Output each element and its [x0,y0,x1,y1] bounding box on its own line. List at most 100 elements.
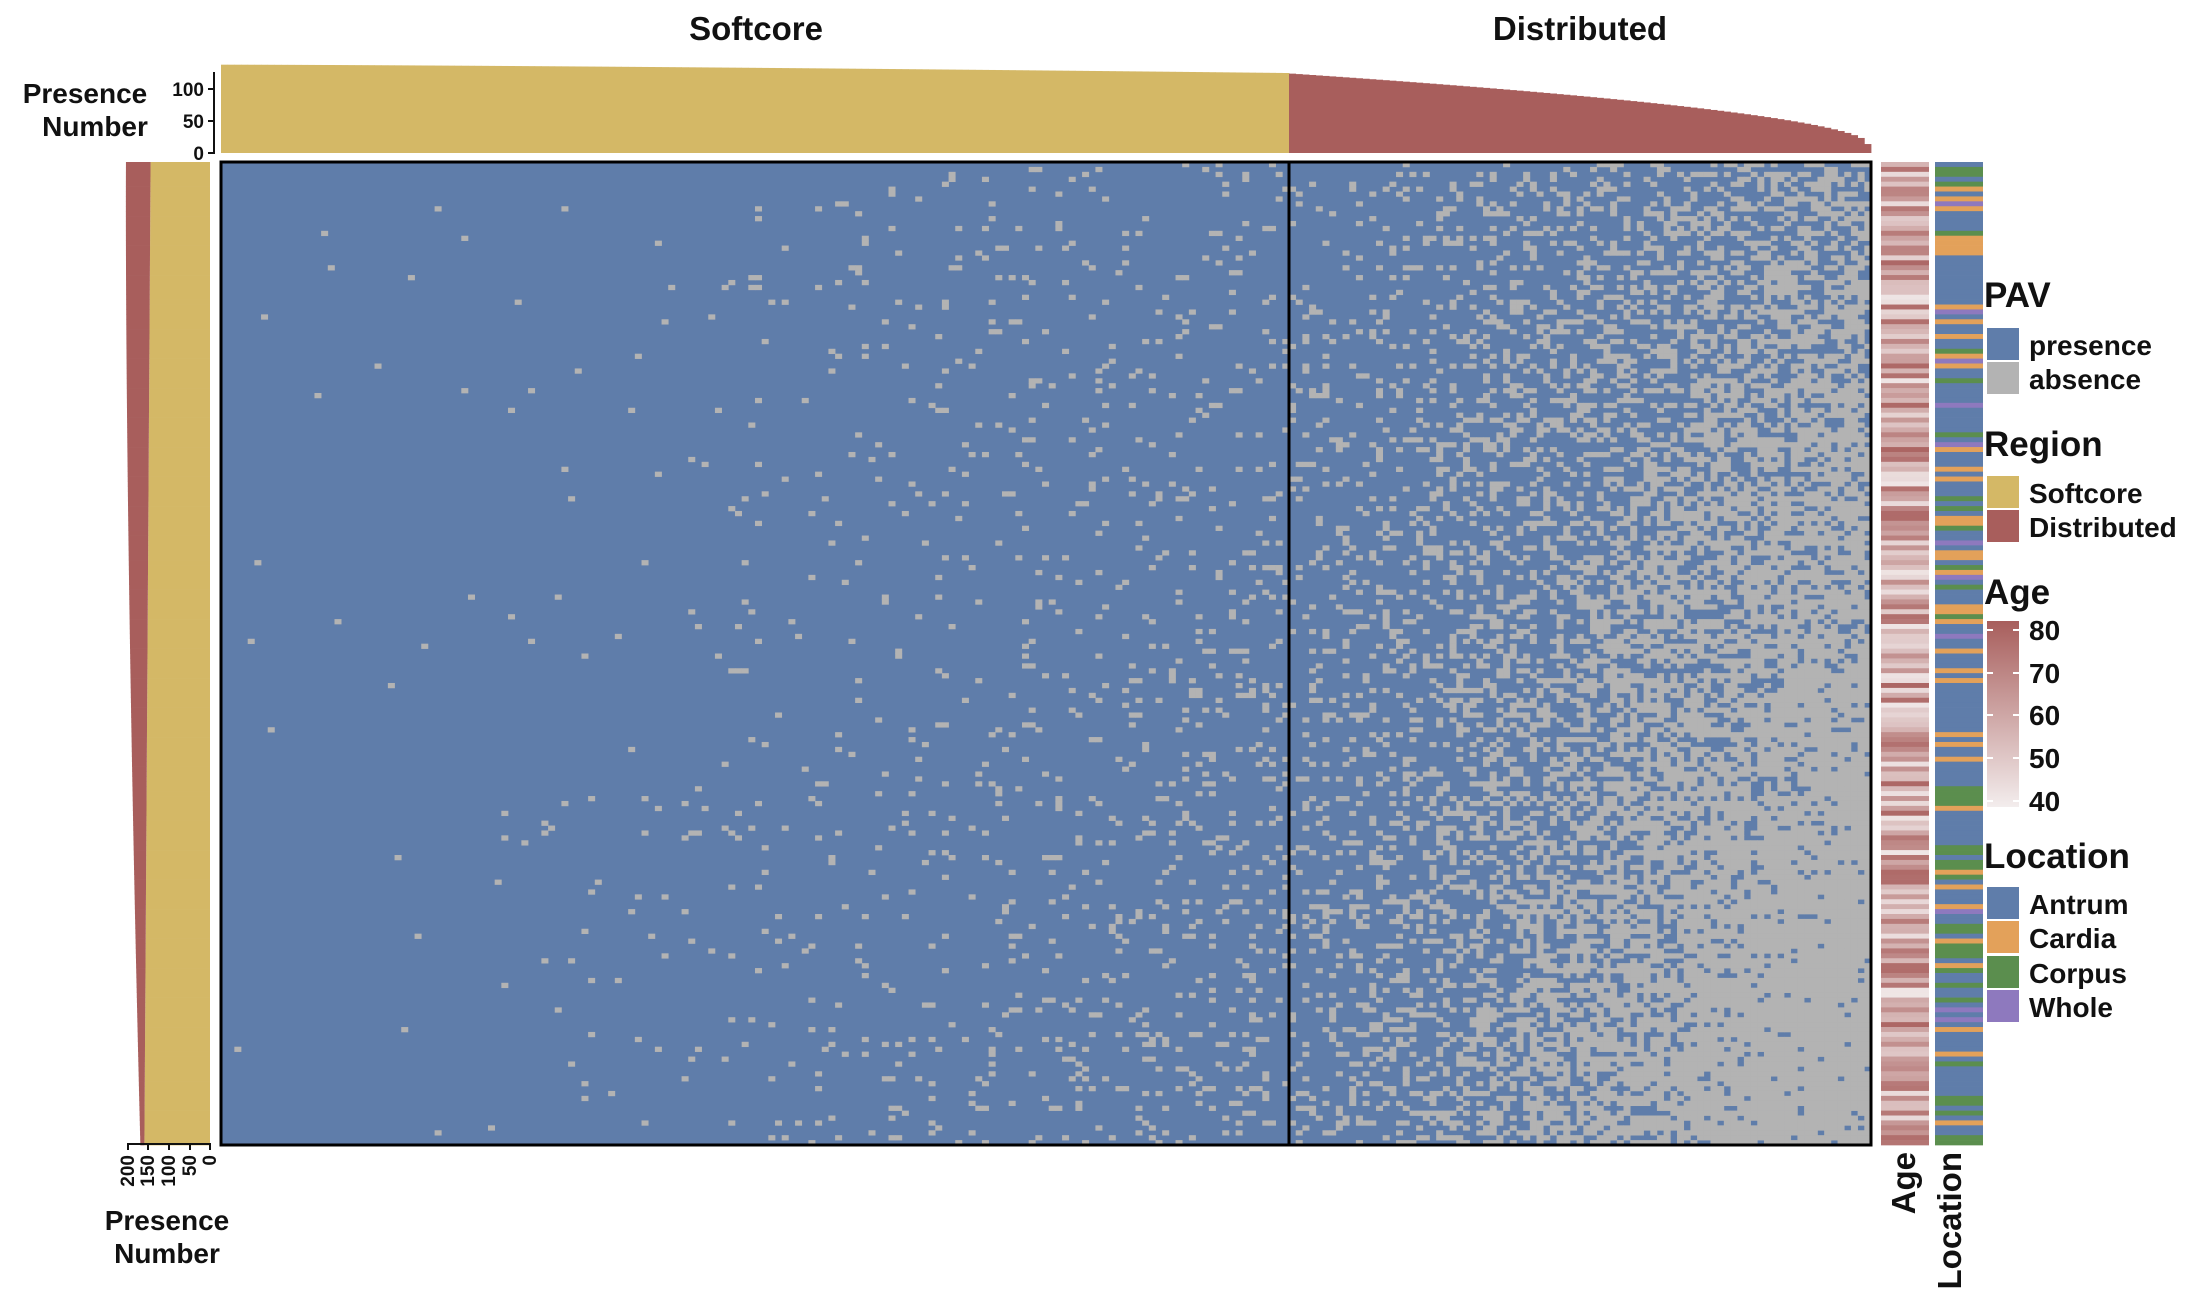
heatmap-cell-absence [1295,388,1303,394]
heatmap-cell-absence [1576,1140,1584,1146]
heatmap-cell-absence [1456,1105,1464,1111]
heatmap-cell-absence [1590,628,1598,635]
top-barplot-bar [1509,90,1517,153]
heatmap-cell-absence [1623,584,1631,590]
heatmap-cell-absence [1529,982,1537,989]
heatmap-cell-absence [1122,687,1130,694]
heatmap-cell-absence [808,943,816,949]
heatmap-cell-absence [1496,589,1504,595]
heatmap-cell-absence [1536,510,1544,517]
heatmap-cell-absence [1342,476,1350,482]
heatmap-cell-absence [1509,820,1517,826]
top-barplot-bar [1268,72,1277,153]
heatmap-cell-absence [1175,800,1183,807]
heatmap-cell-absence [1442,982,1450,989]
heatmap-cell-absence [1569,727,1578,733]
heatmap-cell-absence [267,727,275,733]
heatmap-cell-absence [1630,397,1638,404]
heatmap-cell-absence [1503,805,1511,812]
heatmap-cell-absence [1523,717,1531,723]
heatmap-cell-absence [1556,1086,1564,1092]
heatmap-cell-absence [1422,560,1430,566]
heatmap-cell-absence [1128,663,1136,669]
left-barplot-bar-distributed [130,682,148,689]
heatmap-cell-absence [1135,545,1143,551]
heatmap-cell-absence [1563,270,1571,276]
heatmap-cell-absence [1369,496,1377,502]
heatmap-cell-absence [1623,599,1631,605]
heatmap-cell-absence [1289,1017,1297,1023]
heatmap-cell-absence [828,859,836,866]
heatmap-cell-absence [1516,501,1524,507]
heatmap-cell-absence [1590,1031,1598,1038]
heatmap-cell-absence [1422,653,1430,659]
heatmap-cell-absence [1509,555,1517,561]
heatmap-cell-absence [1536,466,1544,472]
heatmap-cell-absence [1610,437,1618,443]
heatmap-cell-absence [1483,1041,1491,1048]
heatmap-cell-absence [1563,368,1571,374]
heatmap-cell-absence [1469,687,1477,694]
heatmap-cell-absence [1469,800,1477,807]
heatmap-cell-absence [1509,894,1517,900]
heatmap-cell-absence [1195,393,1203,399]
heatmap-cell-absence [901,914,909,920]
heatmap-cell-absence [1449,697,1457,703]
heatmap-cell-absence [1529,796,1537,802]
heatmap-cell-absence [1603,1041,1611,1048]
heatmap-cell-absence [1536,324,1544,330]
heatmap-cell-absence [1650,309,1658,315]
heatmap-cell-absence [1610,673,1618,679]
heatmap-cell-absence [1656,692,1664,699]
heatmap-cell-absence [1342,535,1350,541]
top-barplot-bar [467,65,476,153]
heatmap-cell-absence [1516,928,1524,934]
heatmap-cell-absence [721,284,729,291]
heatmap-cell-absence [1355,609,1363,615]
left-barplot-bar-softcore [150,206,210,212]
heatmap-cell-absence [1556,555,1564,561]
heatmap-cell-absence [1590,982,1598,989]
heatmap-cell-absence [1563,304,1571,310]
heatmap-cell-absence [1483,727,1491,733]
heatmap-cell-absence [1175,727,1183,733]
heatmap-cell-absence [1442,506,1450,512]
heatmap-cell-absence [1329,697,1337,703]
left-barplot-bar-softcore [148,417,210,423]
heatmap-cell-absence [1449,687,1457,694]
heatmap-cell-absence [1001,746,1009,753]
heatmap-cell-absence [1402,609,1410,615]
heatmap-cell-absence [1382,309,1390,315]
heatmap-cell-absence [1543,309,1551,315]
top-barplot-bar [888,69,896,153]
heatmap-cell-absence [1476,265,1484,271]
heatmap-cell-absence [1529,899,1537,905]
heatmap-cell-absence [1449,1110,1457,1116]
heatmap-cell-absence [1616,363,1624,369]
heatmap-cell-absence [1556,1115,1564,1121]
heatmap-cell-absence [1496,707,1504,713]
heatmap-cell-absence [1082,1046,1090,1052]
top-barplot-bar [855,68,863,153]
heatmap-cell-absence [1596,530,1604,536]
heatmap-cell-absence [1489,894,1497,900]
heatmap-cell-absence [1650,162,1658,168]
heatmap-cell-absence [1650,805,1658,812]
heatmap-cell-absence [1623,855,1631,861]
heatmap-cell-absence [1449,402,1457,409]
heatmap-cell-absence [1342,702,1350,708]
heatmap-cell-absence [1242,909,1250,915]
heatmap-cell-absence [1429,397,1437,404]
heatmap-cell-absence [1643,594,1651,600]
heatmap-cell-absence [1442,1086,1450,1092]
heatmap-cell-absence [1623,923,1631,930]
heatmap-cell-absence [1643,855,1651,861]
heatmap-cell-absence [1469,697,1477,703]
heatmap-cell-absence [1342,265,1350,271]
heatmap-cell-absence [1549,329,1557,335]
heatmap-cell-absence [1342,796,1350,802]
heatmap-cell-absence [1549,383,1557,389]
heatmap-cell-absence [1182,496,1190,502]
heatmap-cell-absence [1576,1120,1584,1126]
heatmap-cell-absence [1422,820,1430,826]
